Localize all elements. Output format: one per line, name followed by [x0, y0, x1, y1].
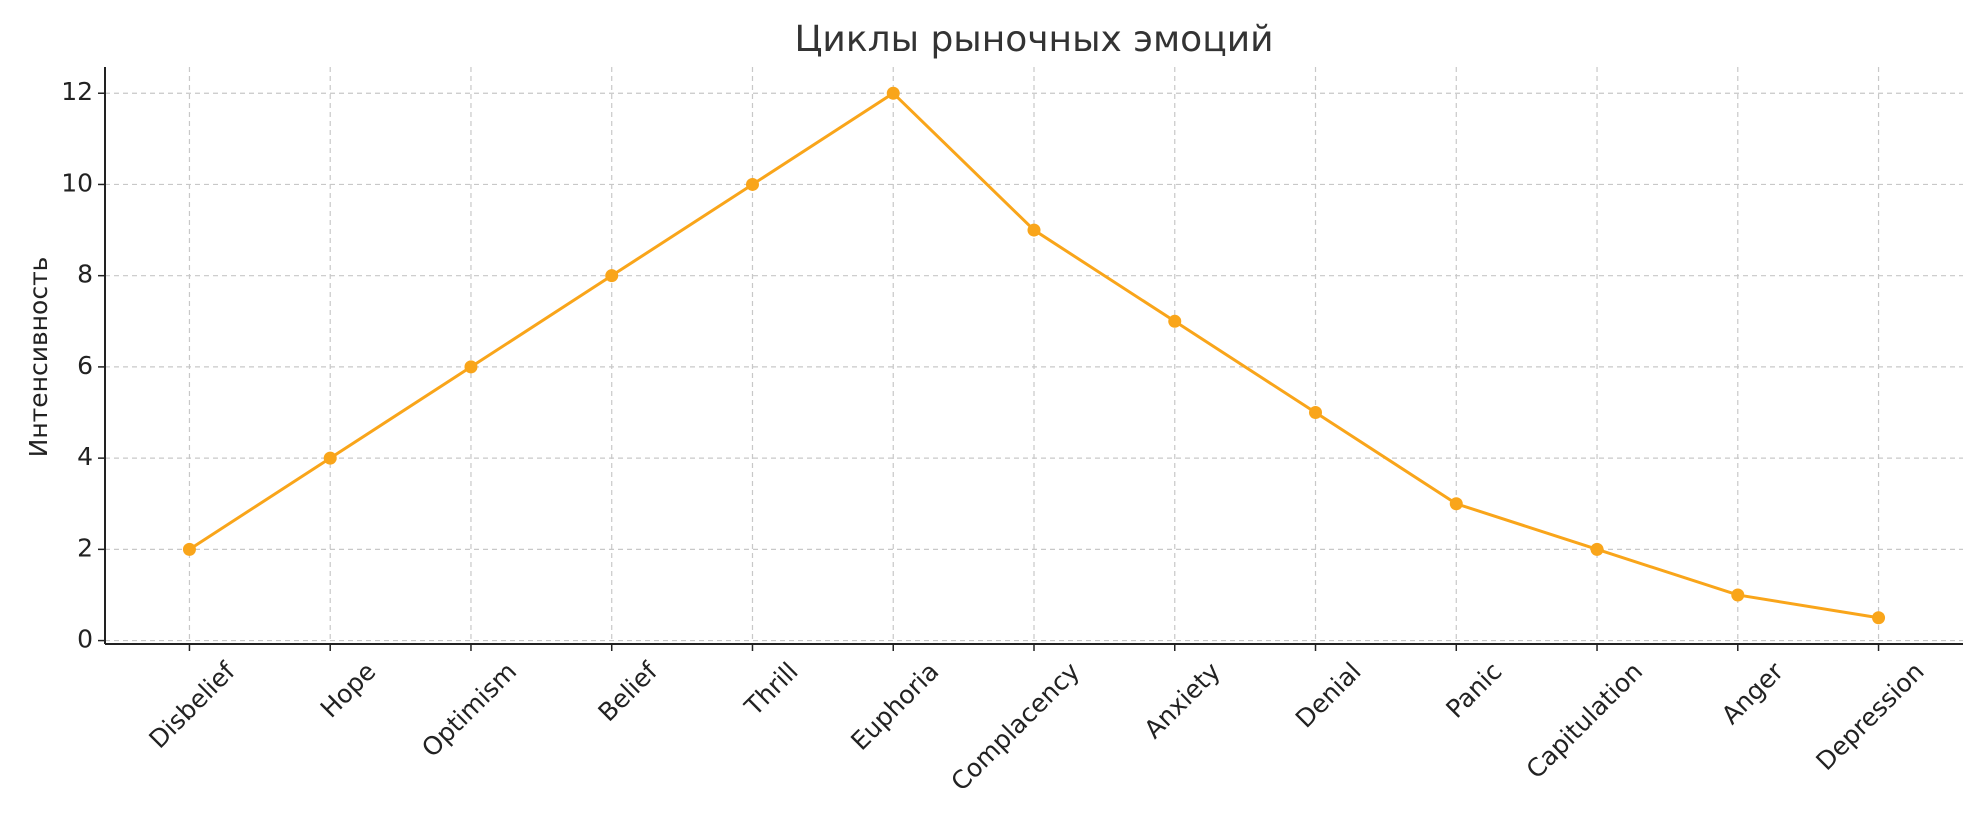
x-tick-label: Euphoria [845, 657, 944, 756]
x-tick-label: Thrill [738, 657, 803, 722]
x-tick-label: Optimism [416, 657, 522, 763]
point [745, 177, 759, 191]
point [1027, 223, 1041, 237]
point [605, 269, 619, 283]
point [1449, 497, 1463, 511]
x-tick-label: Capitulation [1521, 657, 1649, 785]
x-tick-label: Disbelief [143, 656, 241, 754]
y-tick-label: 8 [77, 260, 93, 289]
y-tick-label: 12 [61, 77, 93, 106]
point [323, 451, 337, 465]
x-tick-label: Depression [1810, 657, 1929, 776]
point [1168, 314, 1182, 328]
point [1872, 611, 1886, 625]
y-tick-label: 10 [61, 168, 93, 197]
y-axis-label: Интенсивность [24, 257, 53, 458]
y-tick-label: 4 [77, 442, 93, 471]
point [1590, 542, 1604, 556]
chart-title: Циклы рыночных эмоций [794, 19, 1273, 60]
y-tick-label: 0 [77, 625, 93, 654]
point [1309, 406, 1323, 420]
x-tick-label: Belief [592, 656, 663, 727]
x-tick-label: Anger [1716, 656, 1790, 730]
point [464, 360, 478, 374]
x-tick-label: Complacency [945, 657, 1085, 797]
point [886, 86, 900, 100]
point [182, 542, 196, 556]
x-tick-label: Hope [315, 657, 382, 724]
x-tick-label: Anxiety [1139, 657, 1227, 745]
point [1731, 588, 1745, 602]
y-tick-label: 6 [77, 351, 93, 380]
y-tick-label: 2 [77, 533, 93, 562]
x-tick-label: Denial [1290, 657, 1367, 734]
x-tick-label: Panic [1440, 657, 1507, 724]
